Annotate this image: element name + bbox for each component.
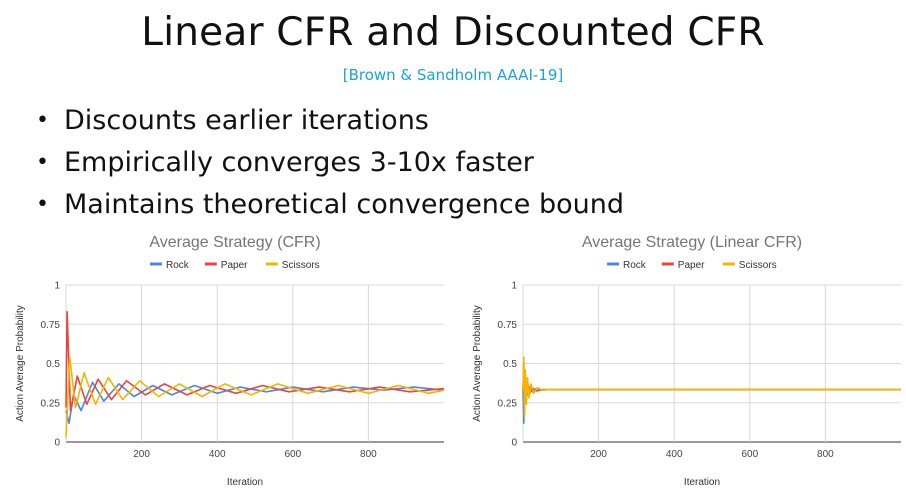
y-tick-label: 0.5 [503, 359, 517, 370]
slide-title: Linear CFR and Discounted CFR [141, 10, 765, 55]
series-line-rock [522, 375, 901, 424]
legend-label: Paper [678, 260, 705, 271]
y-tick-label: 0 [54, 438, 60, 449]
y-axis-label: Action Average Probability [15, 305, 26, 422]
bullet-item: • Maintains theoretical convergence bound [36, 184, 624, 226]
legend-label: Scissors [739, 260, 777, 271]
series-line-scissors [522, 356, 901, 418]
chart-title: Average Strategy (CFR) [149, 234, 320, 251]
x-tick-label: 400 [666, 449, 683, 460]
x-tick-label: 600 [284, 449, 301, 460]
bullet-item: • Discounts earlier iterations [36, 100, 624, 142]
y-tick-label: 0.25 [498, 398, 518, 409]
bullet-dot-icon: • [36, 192, 49, 217]
y-tick-label: 1 [511, 281, 517, 292]
y-tick-label: 0.5 [46, 359, 60, 370]
legend-label: Paper [221, 260, 248, 271]
series-line-scissors [65, 356, 445, 438]
citation: [Brown & Sandholm AAAI-19] [342, 66, 564, 84]
y-tick-label: 0 [511, 438, 517, 449]
x-tick-label: 800 [360, 449, 377, 460]
bullet-text: Empirically converges 3-10x faster [64, 147, 534, 178]
x-tick-label: 800 [817, 449, 834, 460]
x-tick-label: 400 [209, 449, 226, 460]
chart-title: Average Strategy (Linear CFR) [582, 234, 802, 251]
legend-label: Scissors [282, 260, 320, 271]
bullet-text: Maintains theoretical convergence bound [64, 189, 624, 220]
x-tick-label: 600 [741, 449, 758, 460]
legend-label: Rock [623, 260, 647, 271]
y-tick-label: 0.75 [498, 320, 518, 331]
y-tick-label: 1 [54, 281, 60, 292]
y-tick-label: 0.75 [41, 320, 61, 331]
bullet-list: • Discounts earlier iterations • Empirical… [36, 100, 624, 226]
bullet-dot-icon: • [36, 150, 49, 175]
chart-linear-cfr: Average Strategy (Linear CFR) Rock Paper Sc… [472, 234, 901, 488]
series-line-paper [65, 310, 445, 412]
x-tick-label: 200 [590, 449, 607, 460]
y-tick-label: 0.25 [41, 398, 61, 409]
bullet-text: Discounts earlier iterations [64, 105, 429, 136]
x-axis-label: Iteration [684, 477, 720, 488]
x-tick-label: 200 [133, 449, 150, 460]
x-axis-label: Iteration [227, 477, 263, 488]
legend-label: Rock [166, 260, 190, 271]
y-axis-label: Action Average Probability [472, 305, 483, 422]
series-line-paper [522, 362, 901, 412]
bullet-item: • Empirically converges 3-10x faster [36, 142, 624, 184]
bullet-dot-icon: • [36, 108, 49, 133]
chart-cfr: Average Strategy (CFR) Rock Paper Scissors 0… [15, 234, 445, 488]
